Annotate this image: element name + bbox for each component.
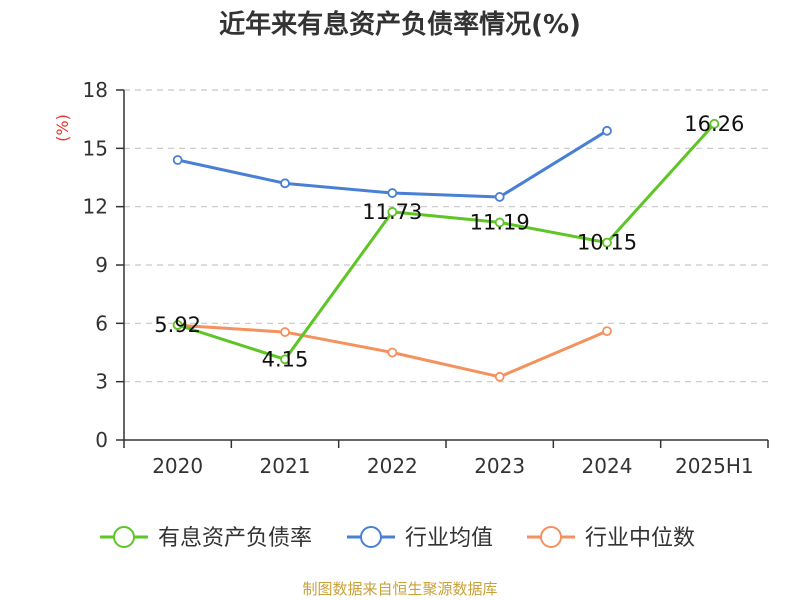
- data-point: [172, 155, 183, 165]
- x-tick-label: 2024: [582, 454, 633, 478]
- data-point: [280, 327, 290, 337]
- y-tick-label: 3: [95, 370, 108, 394]
- data-label: 4.15: [262, 347, 309, 371]
- data-point: [602, 326, 612, 337]
- data-label: 5.92: [154, 313, 201, 337]
- y-tick-label: 9: [95, 253, 108, 277]
- axes: 0 3 6 9 12 15 18 (%) 2020 2021 2022 2023 2024 2025H1: [53, 78, 769, 478]
- x-tick-label: 2025H1: [675, 454, 754, 478]
- data-label: 11.19: [470, 210, 530, 234]
- series-lines: [172, 118, 720, 382]
- y-tick-label: 6: [95, 311, 108, 335]
- data-point: [494, 371, 505, 382]
- series-line-1: [177, 129, 608, 199]
- y-tick-label: 18: [83, 78, 108, 102]
- data-point: [387, 347, 398, 358]
- legend-label: 有息资产负债率: [158, 526, 312, 551]
- chart-title: 近年来有息资产负债率情况(%): [219, 10, 581, 40]
- legend: 有息资产负债率 行业均值 行业中位数: [100, 526, 695, 551]
- data-label: 10.15: [577, 231, 637, 255]
- y-tick-label: 12: [83, 195, 108, 219]
- data-point: [280, 354, 290, 365]
- series-line-0: [177, 122, 716, 361]
- grid-lines: [124, 89, 768, 383]
- y-tick-label: 15: [83, 136, 108, 160]
- data-point: [387, 207, 398, 217]
- x-tick-label: 2023: [474, 454, 525, 478]
- x-tick-label: 2022: [367, 454, 418, 478]
- data-point: [280, 178, 290, 189]
- source-note: 制图数据来自恒生聚源数据库: [302, 580, 498, 598]
- legend-label: 行业均值: [405, 526, 493, 551]
- data-point: [387, 188, 398, 198]
- legend-label: 行业中位数: [585, 526, 695, 551]
- data-point: [172, 319, 183, 330]
- data-labels: 5.92 4.15 11.73 11.19 10.15 16.26: [154, 112, 744, 371]
- legend-marker: [360, 526, 382, 548]
- x-tick-label: 2020: [152, 454, 203, 478]
- x-tick-label: 2021: [260, 454, 311, 478]
- y-axis-label: (%): [53, 114, 72, 142]
- data-label: 11.73: [362, 200, 422, 224]
- data-point: [494, 217, 505, 228]
- data-point: [602, 237, 612, 248]
- data-point: [494, 192, 505, 202]
- data-point: [709, 118, 720, 129]
- legend-marker: [540, 526, 562, 548]
- legend-marker: [113, 526, 135, 548]
- data-point: [602, 125, 612, 136]
- data-label: 16.26: [684, 112, 744, 136]
- y-tick-label: 0: [95, 428, 108, 452]
